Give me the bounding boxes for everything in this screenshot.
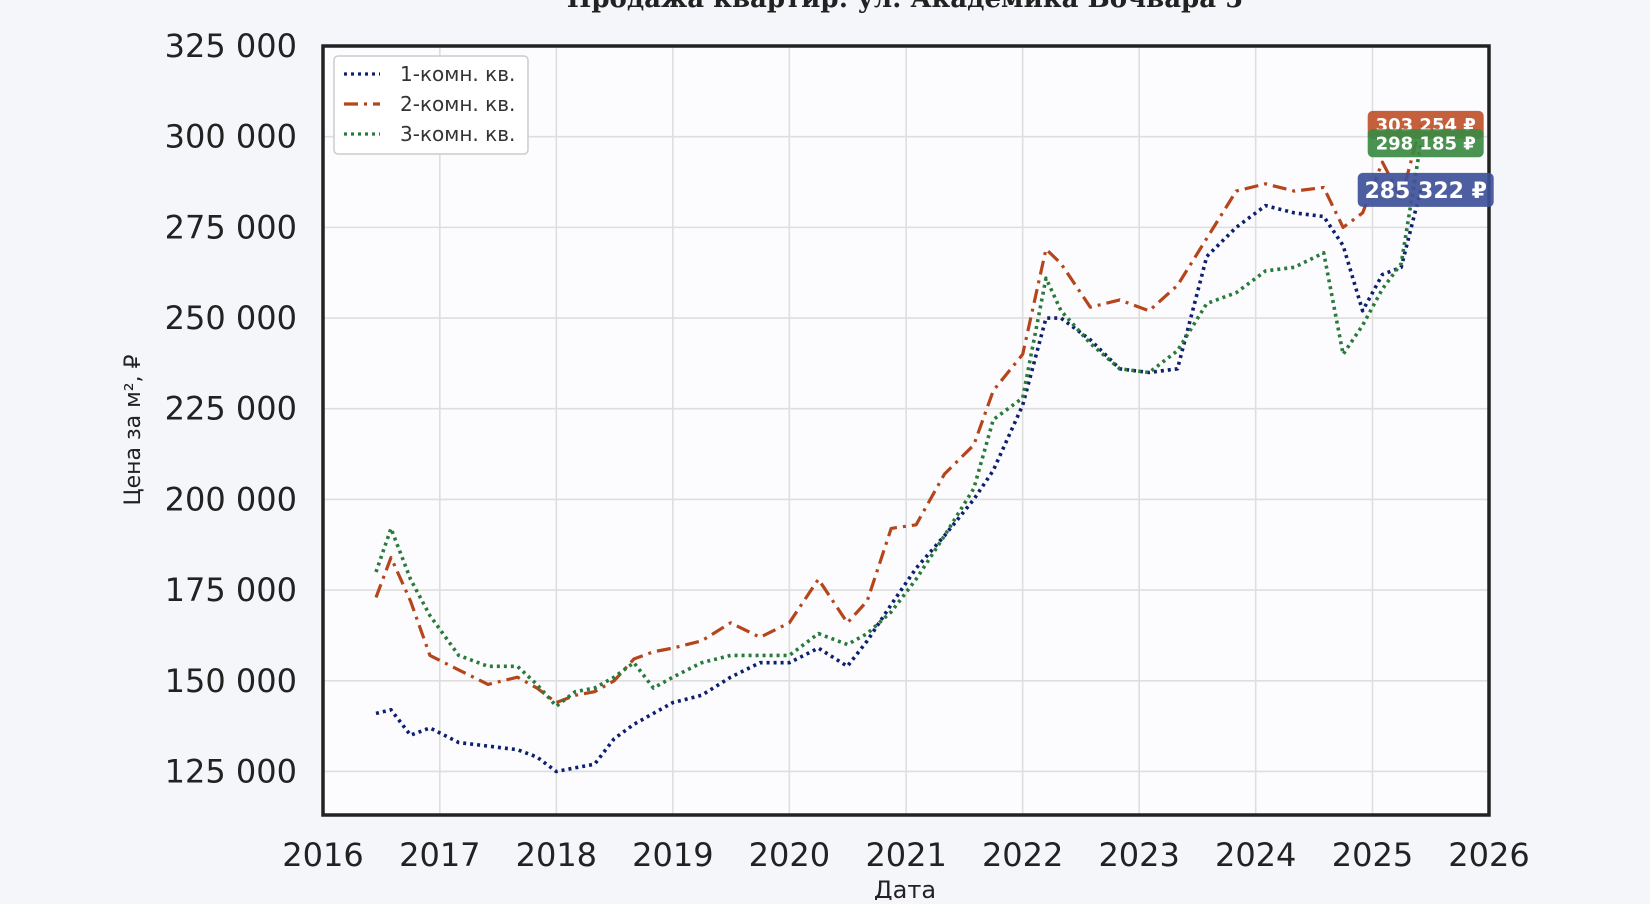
end-value-label: 298 185 ₽ [1376, 133, 1476, 154]
end-value-label: 285 322 ₽ [1364, 179, 1486, 204]
y-tick-label: 225 000 [165, 390, 297, 428]
y-tick-label: 250 000 [165, 299, 297, 337]
plot-frame [321, 44, 1491, 817]
y-tick-label: 275 000 [165, 208, 297, 246]
x-tick-label: 2018 [516, 836, 597, 874]
x-tick-label: 2024 [1215, 836, 1296, 874]
x-tick-label: 2023 [1098, 836, 1179, 874]
x-tick-label: 2022 [982, 836, 1063, 874]
legend-box [333, 55, 529, 155]
y-tick-label: 200 000 [165, 480, 297, 518]
y-tick-label: 300 000 [165, 118, 297, 156]
y-tick-label: 150 000 [165, 662, 297, 700]
legend-entry: 1-комн. кв. [400, 62, 515, 86]
x-tick-label: 2021 [865, 836, 946, 874]
x-tick-label: 2020 [749, 836, 830, 874]
y-tick-label: 175 000 [165, 571, 297, 609]
series-line-2 [374, 124, 1423, 705]
x-tick-label: 2019 [632, 836, 713, 874]
x-tick-label: 2017 [399, 836, 480, 874]
end-value-badge [1367, 129, 1484, 158]
x-tick-label: 2025 [1332, 836, 1413, 874]
series-line-1 [375, 189, 1423, 774]
x-tick-label: 2016 [282, 836, 363, 874]
y-axis-label: Цена за м², ₽ [121, 354, 146, 505]
legend: 1-комн. кв. 2-комн. кв. 3-комн. кв. [333, 55, 529, 155]
legend-entry: 2-комн. кв. [400, 92, 515, 116]
x-axis-label: Дата [874, 876, 936, 900]
chart-title: Продажа квартир: ул. Академика Бочвара 5 [567, 0, 1243, 14]
y-tick-label: 125 000 [165, 752, 297, 790]
end-value-badge [1357, 172, 1494, 207]
y-tick-label: 325 000 [165, 27, 297, 65]
legend-entry: 3-комн. кв. [400, 122, 515, 146]
x-tick-label: 2026 [1448, 836, 1529, 874]
